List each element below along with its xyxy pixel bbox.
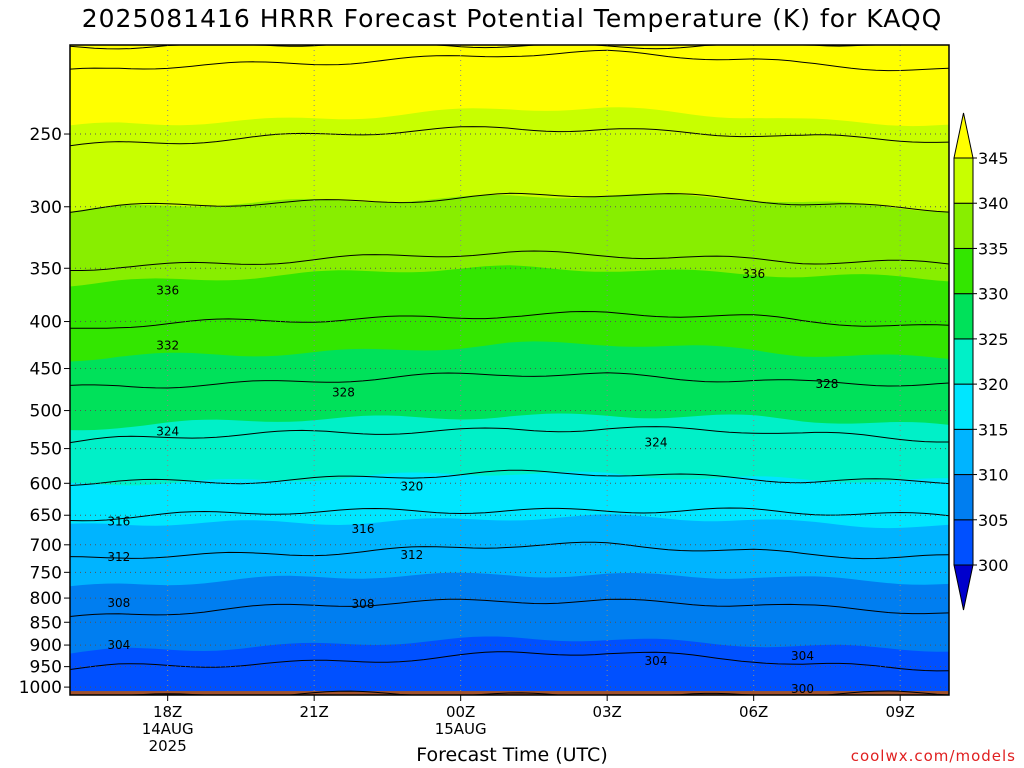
contour-labels: 336 336 332 328 328 324 324 320 316 316 312 312 308 3… bbox=[107, 267, 838, 696]
contour-line-304 bbox=[69, 651, 950, 672]
contour-label-300: 300 bbox=[791, 682, 814, 696]
plot-frame bbox=[69, 44, 950, 696]
contour-label-328: 328 bbox=[815, 377, 838, 391]
x-tick-label-06Z: 06Z bbox=[739, 703, 768, 721]
colorbar-segment-320-325 bbox=[953, 338, 974, 385]
fill-band-345 bbox=[70, 45, 949, 127]
contour-line-340 bbox=[69, 192, 950, 213]
y-tick-label-750: 750 bbox=[30, 563, 62, 583]
colorbar-segment-340-345 bbox=[953, 157, 974, 204]
contour-label-304: 304 bbox=[107, 638, 130, 652]
contour-label-316: 316 bbox=[107, 514, 130, 528]
contour-line-324 bbox=[69, 426, 949, 444]
colorbar-segment-335-340 bbox=[953, 202, 974, 249]
colorbar-label-335: 335 bbox=[978, 239, 1009, 258]
x-tick-label-00Z: 00Z bbox=[446, 703, 475, 721]
y-tick-label-700: 700 bbox=[30, 536, 62, 556]
y-tick-label-650: 650 bbox=[30, 506, 62, 526]
colorbar-bottom-arrow bbox=[953, 564, 974, 611]
contour-line-336 bbox=[70, 250, 950, 271]
contour-label-316: 316 bbox=[352, 522, 375, 536]
colorbar-label-300: 300 bbox=[978, 556, 1009, 575]
colorbar-segment-305-310 bbox=[953, 474, 974, 521]
contour-label-304: 304 bbox=[791, 649, 814, 663]
x-tick-label-2025: 2025 bbox=[149, 737, 187, 755]
x-tick-label-03Z: 03Z bbox=[592, 703, 621, 721]
filled-contours bbox=[70, 45, 949, 695]
grid-lines bbox=[70, 45, 949, 695]
site-credit[interactable]: coolwx.com/models bbox=[850, 747, 1016, 765]
colorbar-label-340: 340 bbox=[978, 194, 1009, 213]
contour-line-332 bbox=[70, 310, 950, 329]
colorbar-top-arrow bbox=[953, 112, 974, 159]
contour-line-316 bbox=[69, 507, 950, 522]
y-tick-label-950: 950 bbox=[30, 658, 62, 678]
colorbar-label-345: 345 bbox=[978, 149, 1009, 168]
y-tick-label-550: 550 bbox=[30, 440, 62, 460]
y-tick-label-1000: 1000 bbox=[19, 678, 62, 698]
contour-label-312: 312 bbox=[400, 548, 423, 562]
colorbar-segment-325-330 bbox=[953, 293, 974, 340]
colorbar-segment-330-335 bbox=[953, 247, 974, 295]
colorbar-label-310: 310 bbox=[978, 466, 1009, 485]
y-tick-label-900: 900 bbox=[30, 636, 62, 656]
chart-title: 2025081416 HRRR Forecast Potential Tempe… bbox=[81, 4, 943, 33]
y-tick-label-250: 250 bbox=[30, 125, 62, 145]
contour-label-304: 304 bbox=[645, 654, 668, 668]
y-tick-label-500: 500 bbox=[30, 402, 62, 422]
contour-line-328 bbox=[69, 372, 950, 389]
colorbar-label-325: 325 bbox=[978, 330, 1009, 349]
y-tick-label-600: 600 bbox=[30, 474, 62, 494]
contour-label-312: 312 bbox=[107, 550, 130, 564]
x-tick-label-21Z: 21Z bbox=[299, 703, 328, 721]
x-tick-label-15AUG: 15AUG bbox=[435, 720, 487, 738]
y-tick-label-850: 850 bbox=[30, 613, 62, 633]
colorbar-label-315: 315 bbox=[978, 420, 1009, 439]
y-tick-label-450: 450 bbox=[30, 360, 62, 380]
contour-line-320 bbox=[69, 469, 950, 486]
contour-label-332: 332 bbox=[156, 339, 179, 353]
contour-label-320: 320 bbox=[400, 480, 423, 494]
contour-label-328: 328 bbox=[332, 386, 355, 400]
colorbar-segment-310-315 bbox=[953, 428, 974, 476]
y-tick-label-350: 350 bbox=[30, 259, 62, 279]
x-axis-label: Forecast Time (UTC) bbox=[416, 744, 608, 766]
x-tick-label-09Z: 09Z bbox=[885, 703, 914, 721]
contour-line-308 bbox=[69, 598, 950, 617]
colorbar-segment-315-320 bbox=[953, 383, 974, 430]
y-tick-label-300: 300 bbox=[30, 198, 62, 218]
colorbar-label-320: 320 bbox=[978, 375, 1009, 394]
contour-label-324: 324 bbox=[156, 425, 179, 439]
x-tick-label-18Z: 18Z bbox=[153, 703, 182, 721]
axes: 250 300 350 400 450 500 550 600 650 700 750 800 850 9… bbox=[19, 44, 950, 755]
contour-label-308: 308 bbox=[107, 596, 130, 610]
contour-label-336: 336 bbox=[156, 283, 179, 297]
x-tick-label-14AUG: 14AUG bbox=[142, 720, 194, 738]
contour-label-308: 308 bbox=[352, 597, 375, 611]
y-tick-label-400: 400 bbox=[30, 313, 62, 333]
contour-line-348 bbox=[69, 49, 950, 72]
colorbar-label-305: 305 bbox=[978, 511, 1009, 530]
contour-label-336: 336 bbox=[742, 267, 765, 281]
contour-line-344 bbox=[69, 126, 950, 147]
y-tick-label-800: 800 bbox=[30, 589, 62, 609]
colorbar: 300 305 310 315 320 325 330 335 340 345 bbox=[953, 112, 1009, 611]
colorbar-segment-300-305 bbox=[953, 519, 974, 566]
contour-label-324: 324 bbox=[645, 436, 668, 450]
colorbar-label-330: 330 bbox=[978, 285, 1009, 304]
contour-line-312 bbox=[69, 541, 950, 560]
